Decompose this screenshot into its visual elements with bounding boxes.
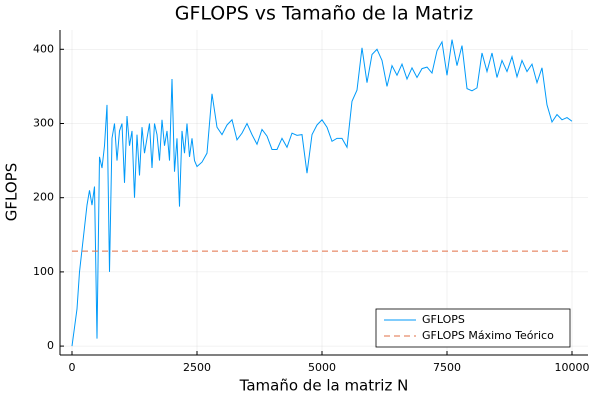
series-line [71, 39, 573, 347]
x-tick-label: 10000 [555, 361, 590, 374]
x-tick-label: 5000 [308, 361, 336, 374]
chart-title: GFLOPS vs Tamaño de la Matriz [175, 3, 474, 25]
y-tick-label: 0 [47, 339, 54, 352]
legend-label: GFLOPS [422, 313, 465, 326]
legend-box [375, 308, 571, 348]
x-axis-label: Tamaño de la matriz N [239, 377, 409, 395]
legend-label: GFLOPS Máximo Teórico [422, 329, 554, 342]
y-tick-label: 300 [33, 116, 54, 129]
x-tick-label: 0 [69, 361, 76, 374]
y-tick-label: 400 [33, 42, 54, 55]
x-tick-label: 7500 [433, 361, 461, 374]
y-axis-label: GFLOPS [3, 163, 21, 221]
x-tick-label: 2500 [183, 361, 211, 374]
y-tick-label: 100 [33, 265, 54, 278]
y-tick-label: 200 [33, 191, 54, 204]
